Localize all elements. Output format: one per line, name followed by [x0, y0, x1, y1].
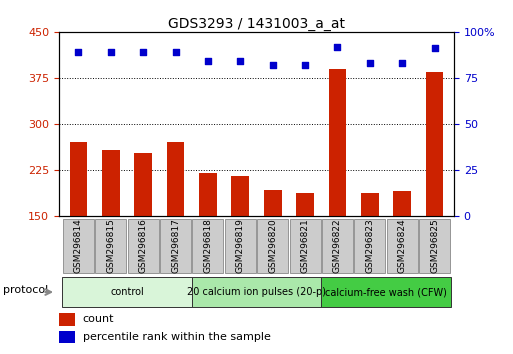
- Point: [236, 58, 244, 64]
- Bar: [328, 69, 346, 216]
- Bar: [361, 193, 379, 216]
- Point: [333, 44, 342, 50]
- Text: GSM296818: GSM296818: [204, 218, 212, 274]
- Text: GSM296817: GSM296817: [171, 218, 180, 274]
- Point: [398, 60, 406, 66]
- FancyBboxPatch shape: [419, 219, 450, 273]
- Text: GSM296824: GSM296824: [398, 219, 407, 273]
- Text: GSM296819: GSM296819: [236, 218, 245, 274]
- Point: [74, 49, 83, 55]
- FancyBboxPatch shape: [160, 219, 191, 273]
- Point: [269, 62, 277, 68]
- FancyBboxPatch shape: [387, 219, 418, 273]
- Bar: [393, 192, 411, 216]
- FancyBboxPatch shape: [354, 219, 385, 273]
- Point: [430, 46, 439, 51]
- Point: [107, 49, 115, 55]
- FancyBboxPatch shape: [321, 277, 451, 307]
- FancyBboxPatch shape: [257, 219, 288, 273]
- Text: GSM296821: GSM296821: [301, 219, 309, 273]
- Bar: [231, 176, 249, 216]
- Text: GSM296816: GSM296816: [139, 218, 148, 274]
- FancyBboxPatch shape: [322, 219, 353, 273]
- Text: GSM296815: GSM296815: [106, 218, 115, 274]
- Bar: [59, 313, 75, 326]
- Bar: [70, 142, 87, 216]
- Point: [366, 60, 374, 66]
- Bar: [167, 142, 185, 216]
- FancyBboxPatch shape: [63, 219, 94, 273]
- Bar: [264, 190, 282, 216]
- FancyBboxPatch shape: [192, 219, 224, 273]
- Text: percentile rank within the sample: percentile rank within the sample: [83, 332, 270, 342]
- Text: GSM296822: GSM296822: [333, 219, 342, 273]
- Bar: [426, 72, 443, 216]
- FancyBboxPatch shape: [192, 277, 321, 307]
- FancyBboxPatch shape: [225, 219, 256, 273]
- Title: GDS3293 / 1431003_a_at: GDS3293 / 1431003_a_at: [168, 17, 345, 31]
- Text: GSM296820: GSM296820: [268, 219, 277, 273]
- Point: [301, 62, 309, 68]
- Text: GSM296825: GSM296825: [430, 219, 439, 273]
- Bar: [102, 150, 120, 216]
- Text: count: count: [83, 314, 114, 324]
- FancyBboxPatch shape: [62, 277, 192, 307]
- Bar: [134, 153, 152, 216]
- Bar: [296, 193, 314, 216]
- FancyBboxPatch shape: [95, 219, 126, 273]
- Point: [204, 58, 212, 64]
- Text: GSM296814: GSM296814: [74, 219, 83, 273]
- Bar: [59, 331, 75, 343]
- Text: control: control: [110, 287, 144, 297]
- FancyBboxPatch shape: [289, 219, 321, 273]
- Bar: [199, 173, 217, 216]
- Text: 20 calcium ion pulses (20-p): 20 calcium ion pulses (20-p): [187, 287, 326, 297]
- Point: [139, 49, 147, 55]
- Text: calcium-free wash (CFW): calcium-free wash (CFW): [325, 287, 447, 297]
- FancyBboxPatch shape: [128, 219, 159, 273]
- Point: [171, 49, 180, 55]
- Text: protocol: protocol: [3, 285, 48, 296]
- Text: GSM296823: GSM296823: [365, 219, 374, 273]
